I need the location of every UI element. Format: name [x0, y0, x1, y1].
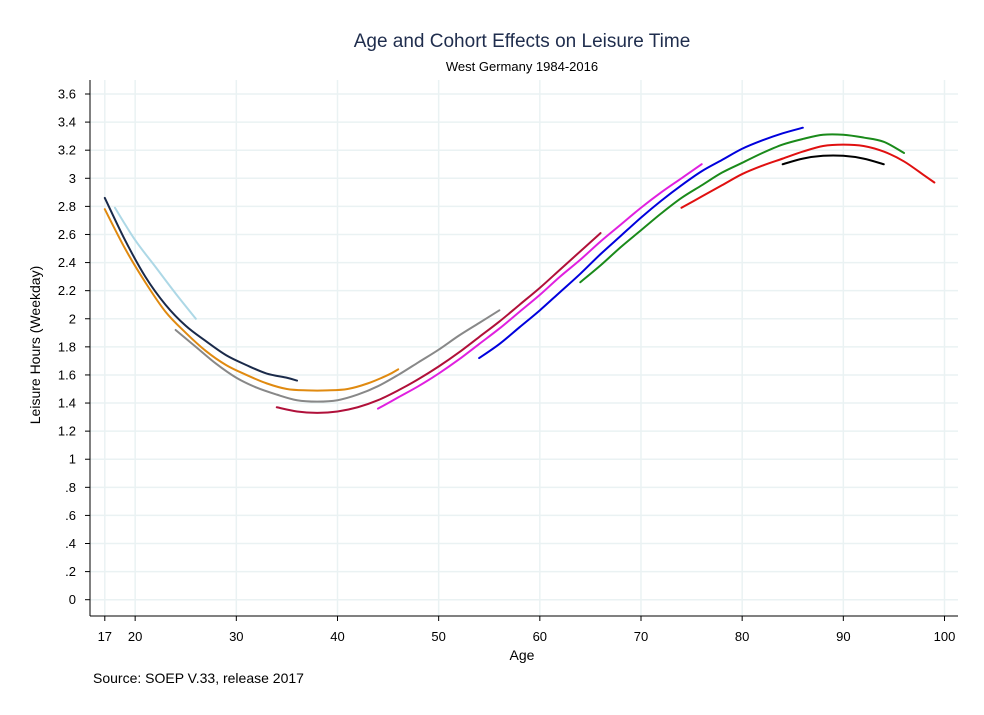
y-tick-label: 2.4	[58, 255, 76, 270]
axes: 0 .2 .4 .6 .8 1 1.2 1.4 1.6 1.8 2 2.2 2.4 2.6 2.8 3 3.2 3…	[58, 80, 958, 644]
y-tick-label: 3.4	[58, 115, 76, 130]
y-tick-label: 2.8	[58, 199, 76, 214]
y-tick-label: 3	[69, 171, 76, 186]
x-tick-label: 60	[533, 629, 547, 644]
series-line-4	[174, 309, 501, 403]
x-axis-label: Age	[510, 647, 535, 663]
series-line-6	[376, 163, 703, 410]
y-tick-label: .2	[65, 564, 76, 579]
chart-title: Age and Cohort Effects on Leisure Time	[354, 31, 691, 52]
y-tick-label: 1.2	[58, 424, 76, 439]
y-tick-label: 1.6	[58, 367, 76, 382]
y-axis-label: Leisure Hours (Weekday)	[27, 266, 43, 424]
x-tick-label: 50	[431, 629, 445, 644]
x-tick-label: 30	[229, 629, 243, 644]
x-tick-label: 90	[836, 629, 850, 644]
x-tick-label: 40	[330, 629, 344, 644]
y-tick-label: 2.2	[58, 283, 76, 298]
y-tick-label: 3.2	[58, 143, 76, 158]
y-tick-label: .6	[65, 508, 76, 523]
y-tick-label: .4	[65, 536, 76, 551]
chart-subtitle: West Germany 1984-2016	[446, 59, 598, 74]
series-line-10	[781, 154, 885, 166]
series-line-7	[478, 126, 804, 360]
y-tick-label: 1.8	[58, 339, 76, 354]
series-line-3	[103, 208, 400, 392]
x-tick-label: 100	[934, 629, 956, 644]
x-tick-label: 70	[634, 629, 648, 644]
series-line-1	[113, 206, 197, 320]
series-line-5	[275, 232, 602, 414]
y-tick-label: 2	[69, 311, 76, 326]
y-tick-label: 2.6	[58, 227, 76, 242]
y-tick-label: 1	[69, 452, 76, 467]
series-line-9	[680, 143, 936, 209]
y-tick-label: 1.4	[58, 396, 76, 411]
series-lines	[103, 126, 936, 414]
x-tick-label: 20	[128, 629, 142, 644]
y-tick-label: .8	[65, 480, 76, 495]
x-tick-label: 17	[98, 629, 112, 644]
series-line-2	[103, 196, 299, 382]
x-tick-label: 80	[735, 629, 749, 644]
y-tick-label: 0	[69, 592, 76, 607]
grid	[90, 80, 958, 616]
series-line-8	[579, 133, 906, 284]
y-tick-label: 3.6	[58, 87, 76, 102]
source-note: Source: SOEP V.33, release 2017	[93, 670, 304, 686]
